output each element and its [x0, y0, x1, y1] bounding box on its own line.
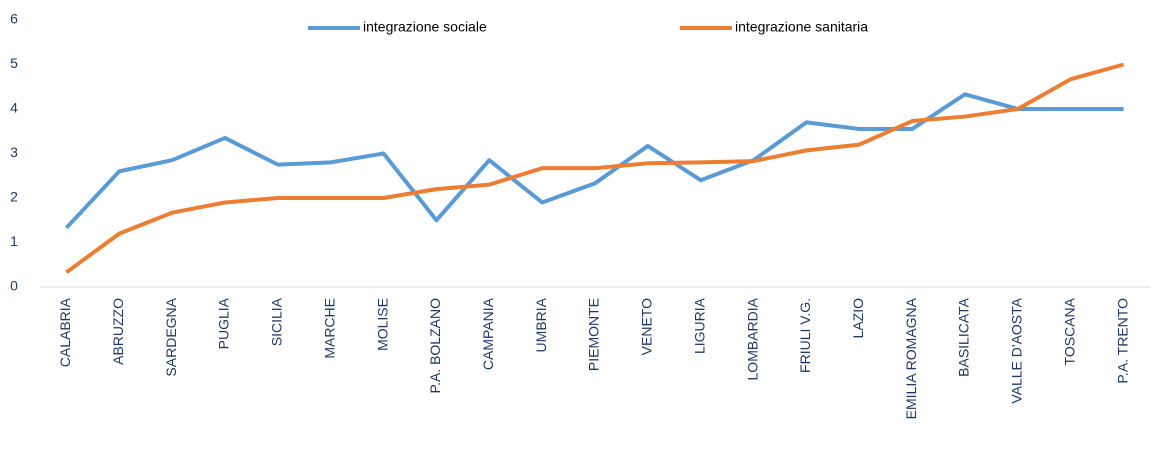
x-tick-label: BASILICATA	[956, 297, 972, 377]
series-line	[64, 92, 1124, 230]
x-tick-label: ABRUZZO	[110, 298, 126, 365]
y-tick-label: 2	[10, 189, 18, 205]
y-tick-label: 3	[10, 144, 18, 160]
x-tick-label: PIEMONTE	[586, 298, 602, 371]
y-tick-label: 5	[10, 55, 18, 71]
x-tick-label: EMILIA ROMAGNA	[903, 297, 919, 419]
y-tick-label: 6	[10, 11, 18, 27]
x-tick-label: VALLE D'AOSTA	[1009, 297, 1025, 403]
legend-label: integrazione sanitaria	[735, 19, 868, 35]
x-tick-label: CAMPANIA	[480, 297, 496, 370]
x-tick-label: CALABRIA	[57, 297, 73, 367]
y-tick-label: 0	[10, 278, 18, 294]
series-line	[65, 62, 1125, 274]
x-tick-label: LOMBARDIA	[744, 297, 760, 380]
x-tick-label: PUGLIA	[216, 297, 232, 349]
x-tick-label: SICILIA	[269, 297, 285, 346]
x-tick-label: TOSCANA	[1061, 297, 1077, 365]
x-tick-label: MARCHE	[321, 298, 337, 359]
x-tick-label: P.A. BOLZANO	[427, 298, 443, 394]
legend-label: integrazione sociale	[363, 19, 487, 35]
x-tick-label: P.A. TRENTO	[1114, 298, 1130, 384]
x-tick-label: SARDEGNA	[163, 297, 179, 376]
x-tick-label: FRIULI V.G.	[797, 298, 813, 373]
x-tick-label: MOLISE	[374, 298, 390, 351]
x-tick-label: VENETO	[639, 298, 655, 355]
x-tick-label: LAZIO	[850, 298, 866, 339]
y-tick-label: 4	[10, 100, 18, 116]
x-tick-label: UMBRIA	[533, 297, 549, 352]
y-tick-label: 1	[10, 233, 18, 249]
x-tick-label: LIGURIA	[691, 297, 707, 354]
